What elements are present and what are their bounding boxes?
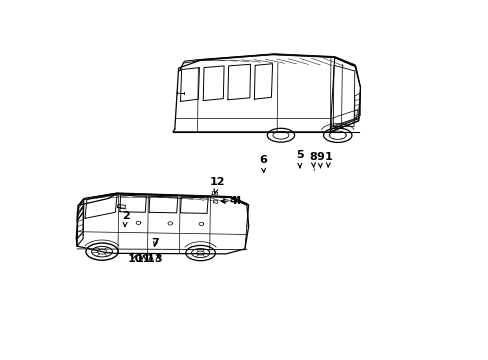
Text: 3: 3 [154,254,162,264]
Text: 6: 6 [259,155,266,172]
Text: 5: 5 [295,150,303,167]
Text: 8: 8 [308,152,316,167]
Text: 4: 4 [221,196,241,206]
Text: 12: 12 [209,177,225,193]
Text: 4: 4 [221,196,237,206]
Text: 9: 9 [315,152,323,168]
Text: 11: 11 [136,254,151,264]
Text: 2: 2 [122,211,129,226]
Text: 7: 7 [151,238,159,248]
Text: 1: 1 [147,254,155,264]
Text: 10: 10 [127,254,142,264]
Text: 1: 1 [324,152,332,167]
